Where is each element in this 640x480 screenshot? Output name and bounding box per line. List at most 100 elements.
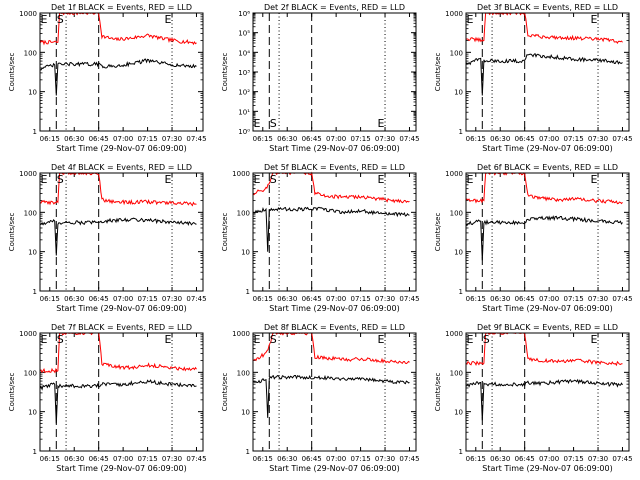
panel-title: Det 7f BLACK = Events, RED = LLD [51, 323, 192, 332]
x-tick-label: 07:45 [186, 295, 206, 303]
x-tick-label: 06:30 [277, 135, 297, 143]
x-tick-label: 06:15 [40, 135, 60, 143]
x-tick-label: 07:15 [563, 135, 583, 143]
y-tick-label: 100 [237, 209, 250, 217]
plot-frame [465, 332, 630, 452]
x-tick-label: 07:30 [162, 455, 182, 463]
x-tick-label: 06:45 [89, 295, 109, 303]
y-axis-label: Counts/sec [221, 53, 229, 92]
panel-3: Det 3f BLACK = Events, RED = LLD Counts/s… [434, 3, 633, 153]
y-tick-label: 1 [33, 128, 37, 136]
y-tick-label: 1 [246, 288, 250, 296]
plot-frame [252, 12, 417, 132]
y-tick-label: 1 [33, 448, 37, 456]
x-tick-label: 07:45 [399, 135, 419, 143]
x-tick-label: 07:00 [539, 455, 559, 463]
x-tick-label: 06:15 [253, 295, 273, 303]
series-line [465, 52, 623, 96]
y-tick-label: 100 [450, 49, 463, 57]
panel-2: Det 2f BLACK = Events, RED = LLD Counts/s… [221, 3, 420, 153]
x-tick-label: 07:30 [375, 455, 395, 463]
x-tick-label: 07:00 [113, 135, 133, 143]
series-line [39, 379, 197, 424]
x-axis-label: Start Time (29-Nov-07 06:09:00) [269, 144, 399, 153]
x-tick-label: 06:15 [466, 455, 486, 463]
y-tick-label: 10 [28, 249, 37, 257]
event-marker-label: E [165, 333, 172, 346]
y-tick-label: 10⁰ [238, 128, 250, 136]
event-marker-label: S [270, 333, 277, 346]
panel-title: Det 6f BLACK = Events, RED = LLD [477, 163, 618, 172]
panel-6: Det 6f BLACK = Events, RED = LLD Counts/s… [434, 163, 633, 313]
event-marker-label: E [467, 333, 474, 346]
y-tick-label: 10 [454, 249, 463, 257]
x-tick-label: 06:45 [302, 455, 322, 463]
x-axis-label: Start Time (29-Nov-07 06:09:00) [269, 464, 399, 473]
series-line [466, 378, 623, 421]
event-marker-label: E [41, 333, 48, 346]
x-tick-label: 06:45 [515, 455, 535, 463]
event-marker-label: E [254, 333, 261, 346]
y-axis-label: Counts/sec [434, 213, 442, 252]
panel-5: Det 5f BLACK = Events, RED = LLD Counts/s… [221, 163, 420, 313]
x-tick-label: 07:00 [326, 295, 346, 303]
event-marker-label: S [57, 173, 64, 186]
plot-frame [39, 332, 204, 452]
y-tick-label: 1 [459, 288, 463, 296]
y-tick-label: 10¹ [238, 108, 250, 116]
x-tick-label: 07:30 [375, 295, 395, 303]
x-tick-label: 07:45 [399, 295, 419, 303]
event-marker-label: E [41, 13, 48, 26]
y-tick-label: 10 [454, 89, 463, 97]
x-tick-label: 07:30 [588, 455, 608, 463]
y-tick-label: 1000 [19, 170, 37, 178]
plot-frame [465, 12, 630, 132]
x-tick-label: 06:45 [89, 455, 109, 463]
y-tick-label: 1000 [445, 170, 463, 178]
x-tick-label: 07:45 [612, 455, 632, 463]
y-tick-label: 10² [238, 89, 250, 97]
series-line [252, 206, 410, 252]
y-axis-label: Counts/sec [8, 373, 16, 412]
x-tick-label: 07:30 [588, 295, 608, 303]
plot-frame [252, 172, 417, 292]
event-marker-label: S [57, 333, 64, 346]
y-tick-label: 100 [450, 209, 463, 217]
x-tick-label: 06:45 [89, 135, 109, 143]
y-axis-label: Counts/sec [434, 53, 442, 92]
y-tick-label: 10⁶ [238, 10, 250, 18]
y-axis-label: Counts/sec [8, 53, 16, 92]
y-axis-label: Counts/sec [221, 213, 229, 252]
plot-frame [39, 12, 204, 132]
y-axis-label: Counts/sec [221, 373, 229, 412]
x-tick-label: 07:00 [113, 295, 133, 303]
x-tick-label: 07:45 [186, 135, 206, 143]
y-tick-label: 1000 [445, 330, 463, 338]
x-axis-label: Start Time (29-Nov-07 06:09:00) [56, 144, 186, 153]
x-axis-label: Start Time (29-Nov-07 06:09:00) [482, 304, 612, 313]
event-marker-label: E [467, 173, 474, 186]
y-tick-label: 10⁵ [238, 30, 250, 38]
x-axis-label: Start Time (29-Nov-07 06:09:00) [56, 304, 186, 313]
series-line [465, 12, 623, 45]
x-tick-label: 07:15 [350, 455, 370, 463]
x-axis-label: Start Time (29-Nov-07 06:09:00) [56, 464, 186, 473]
event-marker-label: E [591, 173, 598, 186]
panel-4: Det 4f BLACK = Events, RED = LLD Counts/s… [8, 163, 207, 313]
x-tick-label: 07:00 [326, 135, 346, 143]
x-tick-label: 06:30 [277, 295, 297, 303]
event-marker-label: E [254, 117, 261, 130]
y-tick-label: 1000 [19, 330, 37, 338]
x-axis-label: Start Time (29-Nov-07 06:09:00) [482, 144, 612, 153]
panel-title: Det 2f BLACK = Events, RED = LLD [264, 3, 405, 12]
event-marker-label: E [378, 117, 385, 130]
x-tick-label: 07:15 [137, 135, 157, 143]
x-tick-label: 07:15 [563, 295, 583, 303]
y-tick-label: 10 [28, 89, 37, 97]
event-marker-label: E [378, 333, 385, 346]
y-tick-label: 1 [246, 448, 250, 456]
panel-7: Det 7f BLACK = Events, RED = LLD Counts/s… [8, 323, 207, 473]
event-marker-label: S [270, 117, 277, 130]
event-marker-label: E [591, 13, 598, 26]
